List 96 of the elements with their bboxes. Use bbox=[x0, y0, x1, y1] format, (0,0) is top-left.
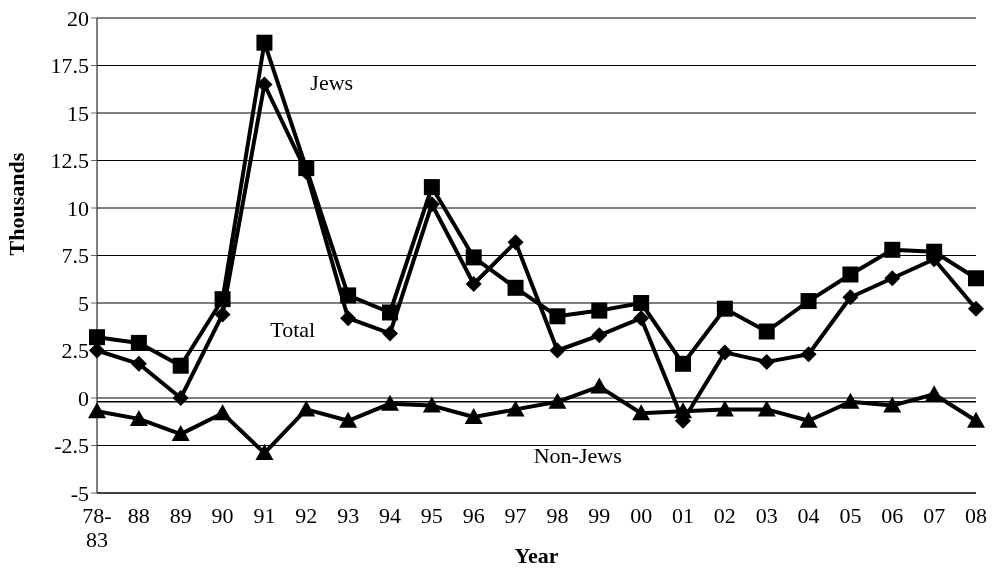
x-tick-label: 90 bbox=[211, 503, 234, 528]
point bbox=[799, 411, 818, 428]
point bbox=[507, 279, 524, 296]
point bbox=[422, 396, 441, 413]
point bbox=[340, 310, 357, 327]
point bbox=[674, 402, 692, 419]
point bbox=[340, 287, 357, 304]
x-tick-label: 06 bbox=[881, 503, 904, 528]
point bbox=[423, 179, 440, 196]
point bbox=[632, 404, 651, 421]
point bbox=[633, 310, 650, 327]
series-label: Jews bbox=[310, 70, 354, 96]
x-tick-label: 01 bbox=[672, 503, 694, 528]
point bbox=[633, 295, 650, 311]
y-tick-label: 20 bbox=[67, 5, 89, 31]
point bbox=[675, 355, 691, 372]
point bbox=[89, 329, 105, 346]
point bbox=[758, 353, 775, 370]
y-tick-label: -2.5 bbox=[54, 433, 89, 459]
point bbox=[88, 402, 106, 419]
point bbox=[967, 411, 985, 428]
x-tick-label: 07 bbox=[923, 503, 946, 528]
point bbox=[800, 293, 817, 310]
x-axis-title: Year bbox=[514, 543, 559, 568]
y-tick-label: 0 bbox=[78, 385, 89, 411]
x-tick-label: 99 bbox=[588, 503, 611, 528]
x-tick-label: 04 bbox=[797, 503, 820, 528]
point bbox=[883, 396, 902, 413]
y-tick-label: 12.5 bbox=[50, 148, 89, 174]
x-tick-label: 08 bbox=[965, 503, 987, 528]
series-label: Total bbox=[270, 317, 316, 343]
point bbox=[172, 390, 189, 406]
point bbox=[549, 308, 566, 325]
y-axis-title: Thousands bbox=[3, 152, 29, 256]
point bbox=[884, 270, 901, 287]
x-tick-label: 92 bbox=[295, 503, 318, 528]
x-tick-label: 95 bbox=[420, 503, 443, 528]
point bbox=[213, 404, 232, 421]
point bbox=[716, 344, 733, 361]
point bbox=[591, 302, 608, 319]
point bbox=[716, 300, 733, 317]
y-tick-label: 17.5 bbox=[50, 53, 89, 79]
point bbox=[842, 266, 859, 283]
point bbox=[507, 234, 524, 251]
point bbox=[382, 325, 398, 342]
point bbox=[214, 291, 231, 308]
point bbox=[548, 392, 567, 409]
point bbox=[506, 400, 525, 417]
x-tick-label: 89 bbox=[169, 503, 192, 528]
point bbox=[171, 425, 190, 442]
x-tick-label: 05 bbox=[839, 503, 862, 528]
y-tick-label: 2.5 bbox=[61, 338, 89, 364]
point bbox=[842, 289, 859, 306]
point bbox=[715, 400, 734, 417]
x-tick-label: 96 bbox=[462, 503, 485, 528]
y-tick-label: 5 bbox=[78, 290, 89, 316]
series-label: Non-Jews bbox=[533, 442, 622, 468]
point bbox=[381, 394, 399, 411]
point bbox=[590, 377, 609, 394]
point bbox=[129, 409, 148, 426]
point bbox=[968, 270, 984, 287]
point bbox=[800, 346, 817, 363]
point bbox=[465, 276, 482, 292]
point bbox=[423, 196, 440, 213]
point bbox=[130, 334, 147, 351]
point bbox=[968, 300, 984, 317]
point bbox=[214, 306, 231, 323]
x-tick-label: 93 bbox=[337, 503, 360, 528]
point bbox=[382, 304, 398, 321]
point bbox=[884, 241, 901, 258]
x-tick-label: 78-83 bbox=[82, 503, 112, 552]
point bbox=[549, 342, 566, 359]
y-tick-label: 10 bbox=[67, 195, 89, 221]
x-tick-label: 98 bbox=[546, 503, 569, 528]
x-tick-label: 88 bbox=[127, 503, 150, 528]
point bbox=[297, 400, 316, 417]
point bbox=[591, 327, 608, 344]
x-tick-label: 94 bbox=[379, 503, 401, 528]
y-tick-label: 15 bbox=[67, 100, 89, 126]
point bbox=[256, 34, 273, 51]
x-tick-label: 97 bbox=[504, 503, 527, 528]
point bbox=[465, 249, 482, 266]
point bbox=[841, 392, 860, 409]
x-tick-label: 00 bbox=[630, 503, 653, 528]
x-tick-label: 02 bbox=[713, 503, 736, 528]
y-tick-label: 7.5 bbox=[61, 243, 89, 269]
x-tick-label: 03 bbox=[755, 503, 778, 528]
point bbox=[757, 400, 776, 417]
point bbox=[172, 357, 189, 374]
x-tick-label: 91 bbox=[253, 503, 276, 528]
point bbox=[130, 355, 147, 372]
y-tick-label: -5 bbox=[70, 480, 89, 506]
point bbox=[758, 323, 775, 340]
point bbox=[464, 408, 483, 424]
point bbox=[255, 444, 274, 461]
point bbox=[339, 411, 358, 428]
